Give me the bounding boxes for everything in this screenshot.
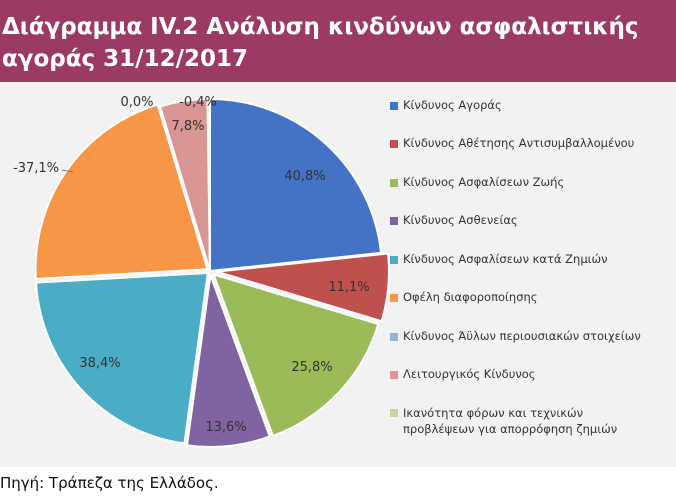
pie-slice-1 — [209, 97, 383, 273]
data-label-6: -37,1% — [13, 161, 59, 176]
legend-swatch — [390, 217, 398, 225]
legend-label: Ικανότητα φόρων και τεχνικών προβλέψεων … — [403, 406, 618, 436]
legend-item-9: Ικανότητα φόρων και τεχνικών προβλέψεων … — [390, 405, 651, 437]
legend-item-1: Κίνδυνος Αγοράς — [390, 98, 502, 112]
data-label-7: 0,0% — [120, 95, 153, 110]
pie-slice-9 — [206, 97, 211, 272]
pie-slice-3 — [212, 272, 380, 438]
legend-label: Κίνδυνος Ασφαλίσεων κατά Ζημιών — [403, 252, 608, 266]
legend-swatch — [390, 179, 398, 187]
data-label-5: 38,4% — [79, 356, 120, 371]
legend-swatch — [390, 140, 398, 148]
leader-line — [61, 169, 74, 173]
pie-chart: 40,8% 11,1% 25,8% 13,6% 38,4% -37,1% 0,0% 7,8% -… — [13, 95, 390, 448]
legend-swatch — [390, 256, 398, 264]
legend-item-2: Κίνδυνος Αθέτησης Αντισυμβαλλομένου — [390, 136, 634, 150]
title-bar: Διάγραμμα IV.2 Ανάλυση κινδύνων ασφαλιστ… — [0, 0, 676, 82]
data-label-8: 7,8% — [171, 119, 204, 134]
legend-label: Οφέλη διαφοροποίησης — [403, 290, 538, 304]
chart-title-line-2: αγοράς 31/12/2017 — [2, 46, 249, 72]
pie-slice-2 — [216, 252, 390, 323]
chart-title-line-1: Διάγραμμα IV.2 Ανάλυση κινδύνων ασφαλιστ… — [2, 14, 639, 40]
legend-label: Κίνδυνος Άϋλων περιουσιακών στοιχείων — [403, 329, 641, 343]
pie-slice-4 — [185, 274, 271, 448]
data-label-3: 25,8% — [291, 360, 332, 375]
legend-swatch — [390, 333, 398, 341]
legend-label: Κίνδυνος Αγοράς — [403, 98, 502, 112]
pie-slice-5 — [35, 271, 209, 445]
legend-item-4: Κίνδυνος Ασθενείας — [390, 213, 518, 227]
legend-item-3: Κίνδυνος Ασφαλίσεων Ζωής — [390, 175, 564, 189]
legend-swatch — [390, 409, 398, 417]
legend-item-7: Κίνδυνος Άϋλων περιουσιακών στοιχείων — [390, 329, 641, 343]
source-note: Πηγή: Τράπεζα της Ελλάδος. — [0, 474, 219, 492]
legend-label: Κίνδυνος Ασθενείας — [403, 213, 518, 227]
data-label-1: 40,8% — [284, 169, 325, 184]
data-label-9: -0,4% — [179, 95, 217, 110]
legend-item-8: Λειτουργικός Κίνδυνος — [390, 367, 536, 381]
legend-label: Λειτουργικός Κίνδυνος — [403, 367, 536, 381]
data-label-2: 11,1% — [328, 280, 369, 295]
legend-swatch — [390, 102, 398, 110]
legend-item-6: Οφέλη διαφοροποίησης — [390, 290, 538, 304]
legend-item-5: Κίνδυνος Ασφαλίσεων κατά Ζημιών — [390, 252, 608, 266]
legend-swatch — [390, 371, 398, 379]
legend-label: Κίνδυνος Αθέτησης Αντισυμβαλλομένου — [403, 136, 635, 150]
legend-swatch — [390, 294, 398, 302]
legend-label: Κίνδυνος Ασφαλίσεων Ζωής — [403, 175, 565, 189]
data-label-4: 13,6% — [205, 420, 246, 435]
